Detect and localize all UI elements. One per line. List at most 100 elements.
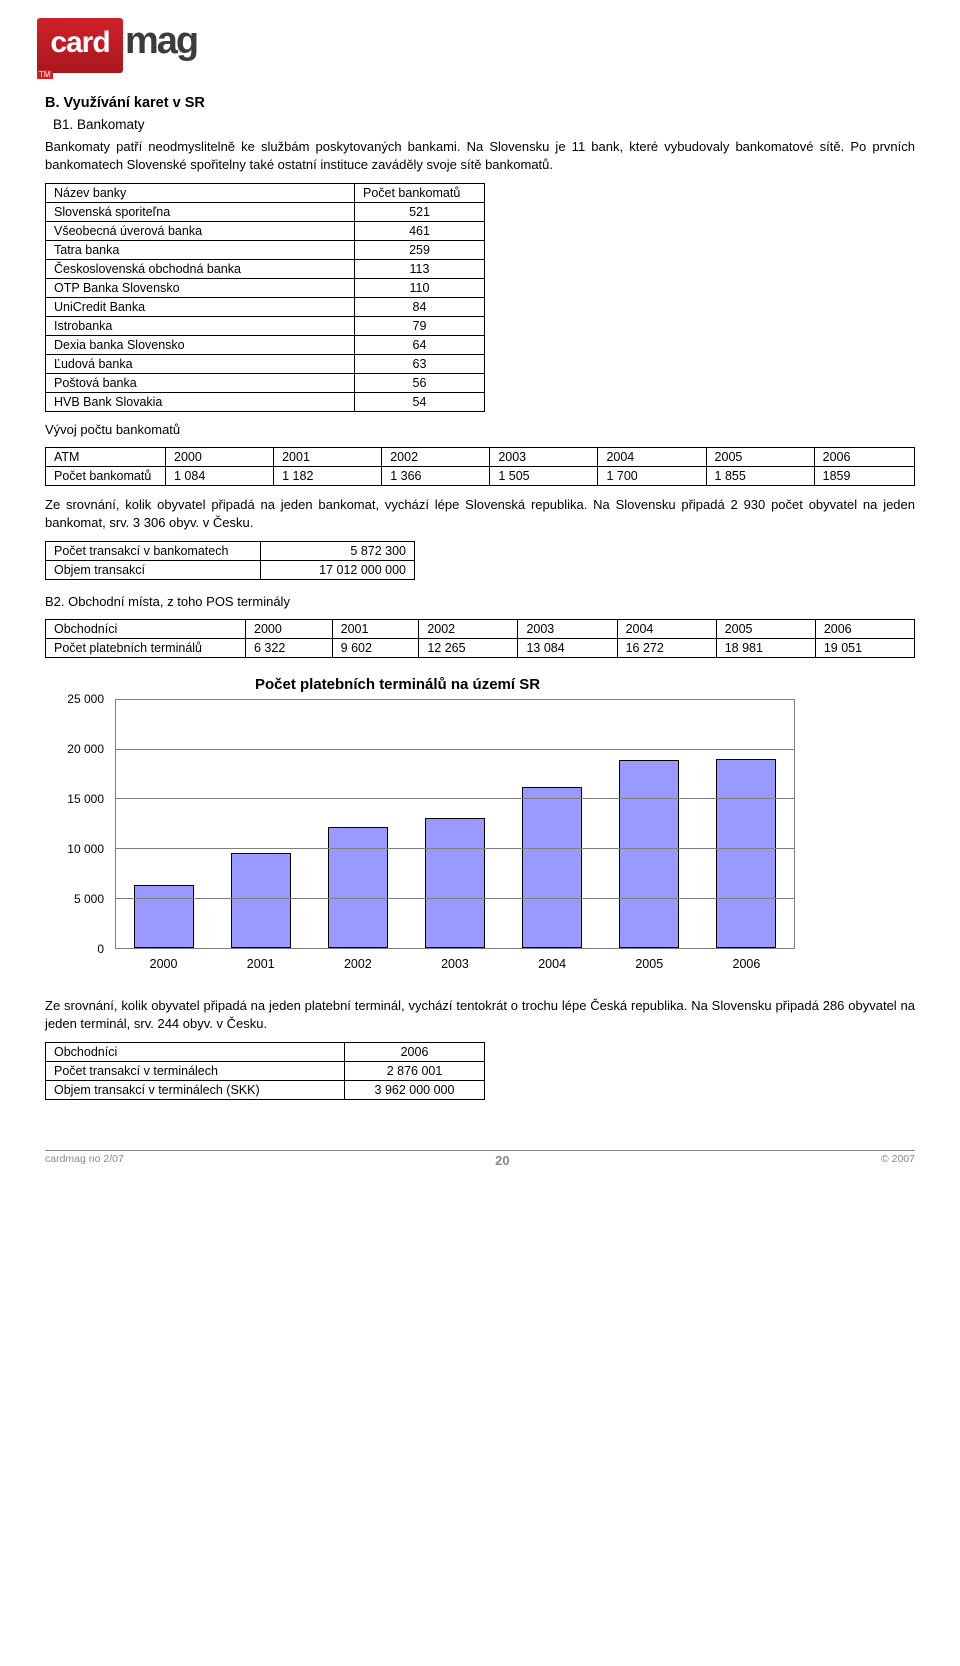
chart-ylabel: 10 000	[67, 842, 104, 856]
atm-growth-table: ATM2000200120022003200420052006Počet ban…	[45, 447, 915, 486]
intro-paragraph: Bankomaty patří neodmyslitelně ke službá…	[45, 138, 915, 173]
table-cell: Československá obchodná banka	[46, 260, 355, 279]
table-cell: 113	[355, 260, 485, 279]
table-header-cell: 2003	[490, 448, 598, 467]
logo-tm: TM	[37, 70, 53, 79]
table-cell: 54	[355, 393, 485, 412]
chart-bar-cell	[213, 700, 310, 948]
banks-table: Název bankyPočet bankomatůSlovenská spor…	[45, 183, 485, 412]
table-cell: Tatra banka	[46, 241, 355, 260]
table-header-cell: Obchodníci	[46, 620, 246, 639]
chart-ylabel: 20 000	[67, 742, 104, 756]
chart-ylabel: 0	[97, 942, 104, 956]
table-cell: Dexia banka Slovensko	[46, 336, 355, 355]
end-paragraph: Ze srovnání, kolik obyvatel připadá na j…	[45, 997, 915, 1032]
table-cell: 5 872 300	[261, 542, 415, 561]
chart-bar-cell	[600, 700, 697, 948]
end-table: Obchodníci2006Počet transakcí v terminál…	[45, 1042, 485, 1100]
table-cell: 521	[355, 203, 485, 222]
chart-gridline	[116, 848, 794, 849]
table-cell: 79	[355, 317, 485, 336]
chart-bar	[716, 759, 776, 948]
atm-growth-label: Vývoj počtu bankomatů	[45, 422, 915, 437]
table-cell: Objem transakcí	[46, 561, 261, 580]
table-cell: 1 182	[274, 467, 382, 486]
table-cell: 64	[355, 336, 485, 355]
chart-xaxis: 2000200120022003200420052006	[115, 951, 795, 979]
table-cell: 12 265	[419, 639, 518, 658]
table-header-cell: 2006	[814, 448, 914, 467]
table-cell: 1 505	[490, 467, 598, 486]
chart-ylabel: 25 000	[67, 692, 104, 706]
table-cell: 1 855	[706, 467, 814, 486]
chart-bar	[522, 787, 582, 948]
table-cell: UniCredit Banka	[46, 298, 355, 317]
table-header-cell: Obchodníci	[46, 1043, 345, 1062]
table-cell: Istrobanka	[46, 317, 355, 336]
compare-paragraph: Ze srovnání, kolik obyvatel připadá na j…	[45, 496, 915, 531]
table-header-cell: 2000	[166, 448, 274, 467]
table-cell: 259	[355, 241, 485, 260]
footer-right: © 2007	[881, 1153, 915, 1168]
chart-gridline	[116, 798, 794, 799]
chart-gridline	[116, 749, 794, 750]
table-header-cell: 2006	[815, 620, 914, 639]
chart-yaxis: 05 00010 00015 00020 00025 000	[55, 699, 110, 949]
merchants-table: Obchodníci2000200120022003200420052006Po…	[45, 619, 915, 658]
table-cell: 3 962 000 000	[345, 1081, 485, 1100]
table-cell: HVB Bank Slovakia	[46, 393, 355, 412]
section-b2-heading: B2. Obchodní místa, z toho POS terminály	[45, 594, 915, 609]
chart-bar-cell	[503, 700, 600, 948]
chart-xlabel: 2001	[212, 951, 309, 979]
table-header-cell: 2005	[706, 448, 814, 467]
table-cell: 1 084	[166, 467, 274, 486]
table-header-cell: 2003	[518, 620, 617, 639]
table-header-cell: 2004	[617, 620, 716, 639]
section-b1-heading: B1. Bankomaty	[53, 117, 915, 132]
chart-bar	[619, 760, 679, 948]
table-cell: 9 602	[332, 639, 419, 658]
table-header-cell: 2000	[246, 620, 333, 639]
table-cell: 461	[355, 222, 485, 241]
transactions-table: Počet transakcí v bankomatech5 872 300Ob…	[45, 541, 415, 580]
chart-xlabel: 2002	[309, 951, 406, 979]
table-cell: Ľudová banka	[46, 355, 355, 374]
chart-bar-cell	[697, 700, 794, 948]
chart-xlabel: 2005	[601, 951, 698, 979]
table-cell: 63	[355, 355, 485, 374]
chart-gridline	[116, 898, 794, 899]
chart-ylabel: 5 000	[74, 892, 104, 906]
table-cell: 17 012 000 000	[261, 561, 415, 580]
table-cell: 13 084	[518, 639, 617, 658]
chart-xlabel: 2006	[698, 951, 795, 979]
table-cell: Počet platebních terminálů	[46, 639, 246, 658]
table-header-cell: 2001	[274, 448, 382, 467]
table-cell: 84	[355, 298, 485, 317]
table-cell: 110	[355, 279, 485, 298]
table-cell: 56	[355, 374, 485, 393]
table-header-cell: Počet bankomatů	[355, 184, 485, 203]
table-cell: 18 981	[716, 639, 815, 658]
footer-left: cardmag no 2/07	[45, 1153, 124, 1168]
table-cell: Počet transakcí v terminálech	[46, 1062, 345, 1081]
chart-title: Počet platebních terminálů na území SR	[255, 676, 915, 693]
table-cell: 6 322	[246, 639, 333, 658]
chart-bar-cell	[310, 700, 407, 948]
chart-xlabel: 2000	[115, 951, 212, 979]
footer-page: 20	[495, 1153, 509, 1168]
chart-bar	[328, 827, 388, 949]
logo: card mag TM	[37, 18, 222, 73]
table-header-cell: 2005	[716, 620, 815, 639]
chart-xlabel: 2003	[406, 951, 503, 979]
table-header-cell: 2004	[598, 448, 706, 467]
table-header-cell: ATM	[46, 448, 166, 467]
table-cell: Počet transakcí v bankomatech	[46, 542, 261, 561]
logo-card: card	[37, 18, 123, 73]
table-cell: 1859	[814, 467, 914, 486]
table-cell: Slovenská sporiteľna	[46, 203, 355, 222]
pos-chart: Počet platebních terminálů na území SR 0…	[45, 676, 915, 979]
table-cell: 1 700	[598, 467, 706, 486]
chart-area: 05 00010 00015 00020 00025 000 200020012…	[55, 699, 795, 979]
table-cell: Všeobecná úverová banka	[46, 222, 355, 241]
footer: cardmag no 2/07 20 © 2007	[45, 1150, 915, 1168]
